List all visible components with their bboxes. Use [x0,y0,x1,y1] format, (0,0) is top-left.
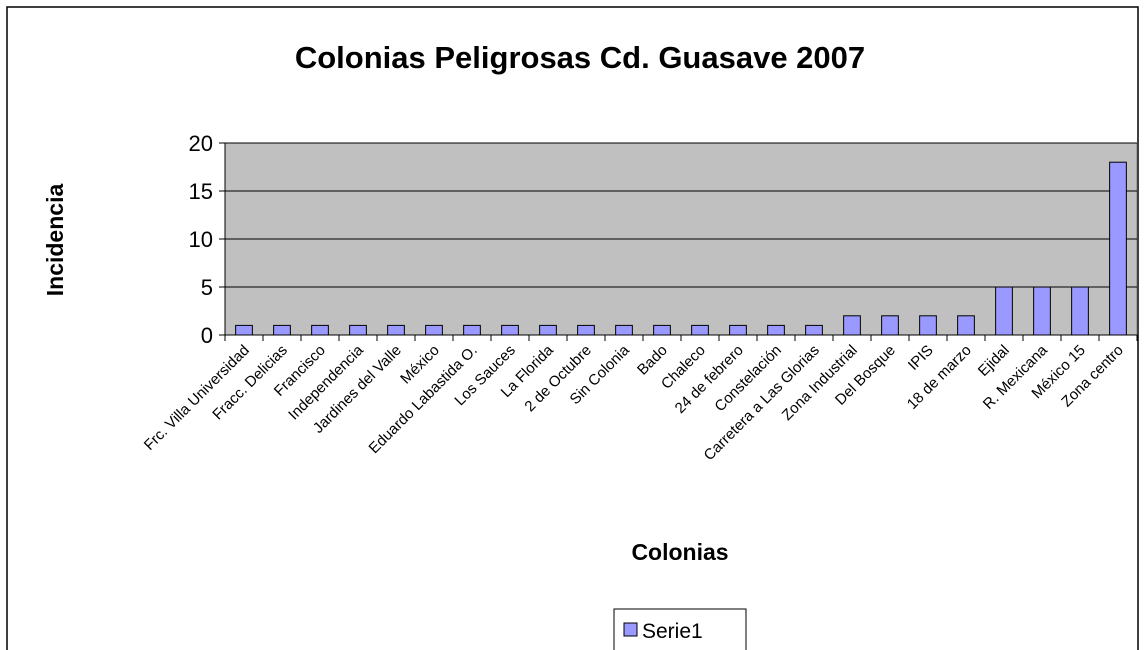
bar [843,315,861,336]
y-tick-label: 0 [201,323,213,348]
bar [995,286,1013,336]
y-tick-label: 15 [189,179,213,204]
bar [387,324,405,336]
bar [349,324,367,336]
bar [463,324,481,336]
bar [1109,161,1127,336]
bar [691,324,709,336]
bar [653,324,671,336]
bar [273,324,291,336]
bar [729,324,747,336]
bar [1033,286,1051,336]
bar [577,324,595,336]
x-axis-label: Colonias [631,539,728,565]
legend-swatch [623,622,638,637]
chart-title: Colonias Peligrosas Cd. Guasave 2007 [295,40,865,75]
bar [311,324,329,336]
y-tick-label: 10 [189,227,213,252]
bar [881,315,899,336]
bar [767,324,785,336]
bar [539,324,557,336]
bar [235,324,253,336]
y-tick-label: 5 [201,275,213,300]
bar [425,324,443,336]
bar [1071,286,1089,336]
bar [957,315,975,336]
bar [501,324,519,336]
y-tick-label: 20 [189,131,213,156]
bar [919,315,937,336]
bar [615,324,633,336]
bar [805,324,823,336]
legend-label: Serie1 [642,620,703,643]
y-axis-label: Incidencia [42,184,68,297]
